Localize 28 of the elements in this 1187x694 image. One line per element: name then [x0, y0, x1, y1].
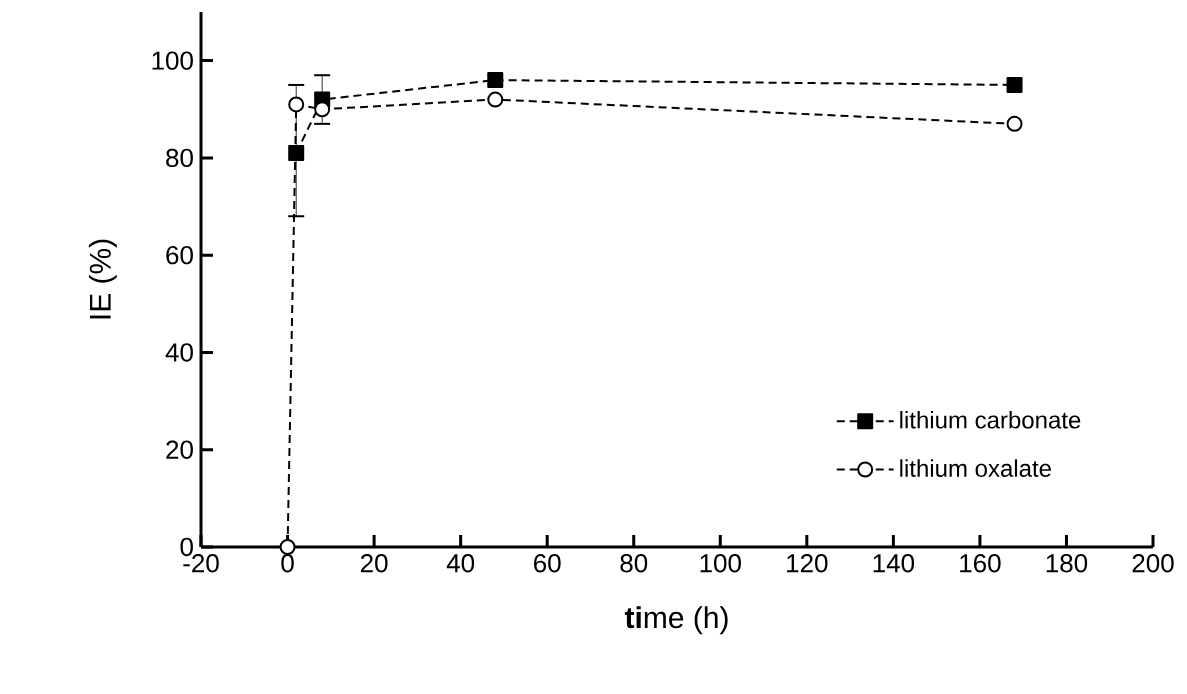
- y-tick-label: 100: [152, 51, 193, 70]
- legend-label: lithium carbonate: [900, 410, 1081, 429]
- point: [1006, 115, 1023, 132]
- x-tick-label: 200: [1132, 554, 1174, 573]
- x-tick-label: 80: [620, 554, 648, 573]
- x-tick-label: 40: [446, 554, 475, 573]
- y-tick-label: 80: [166, 148, 193, 168]
- x-tick-label: 100: [700, 554, 741, 573]
- x-tick-label: 20: [360, 554, 388, 573]
- point: [487, 72, 504, 89]
- x-tick-label: 180: [1046, 554, 1088, 573]
- y-tick-label: 60: [166, 245, 193, 265]
- x-tick-label: 0: [281, 554, 294, 573]
- x-tick-label: 60: [534, 554, 561, 573]
- y-tick-label: 20: [166, 440, 193, 459]
- x-tick-label: 120: [787, 554, 828, 573]
- point: [487, 91, 504, 108]
- point: [288, 145, 305, 162]
- point: [314, 101, 331, 118]
- y-axis-title: IE (%): [88, 239, 117, 319]
- x-axis-title: time (h): [624, 606, 728, 635]
- point: [288, 96, 305, 113]
- legend-label: lithium oxalate: [900, 459, 1051, 477]
- point: [279, 538, 296, 555]
- y-tick-label: 40: [165, 343, 193, 362]
- x-tick-label: 160: [960, 554, 1001, 573]
- point: [1006, 76, 1023, 93]
- x-tick-label: 140: [873, 554, 915, 573]
